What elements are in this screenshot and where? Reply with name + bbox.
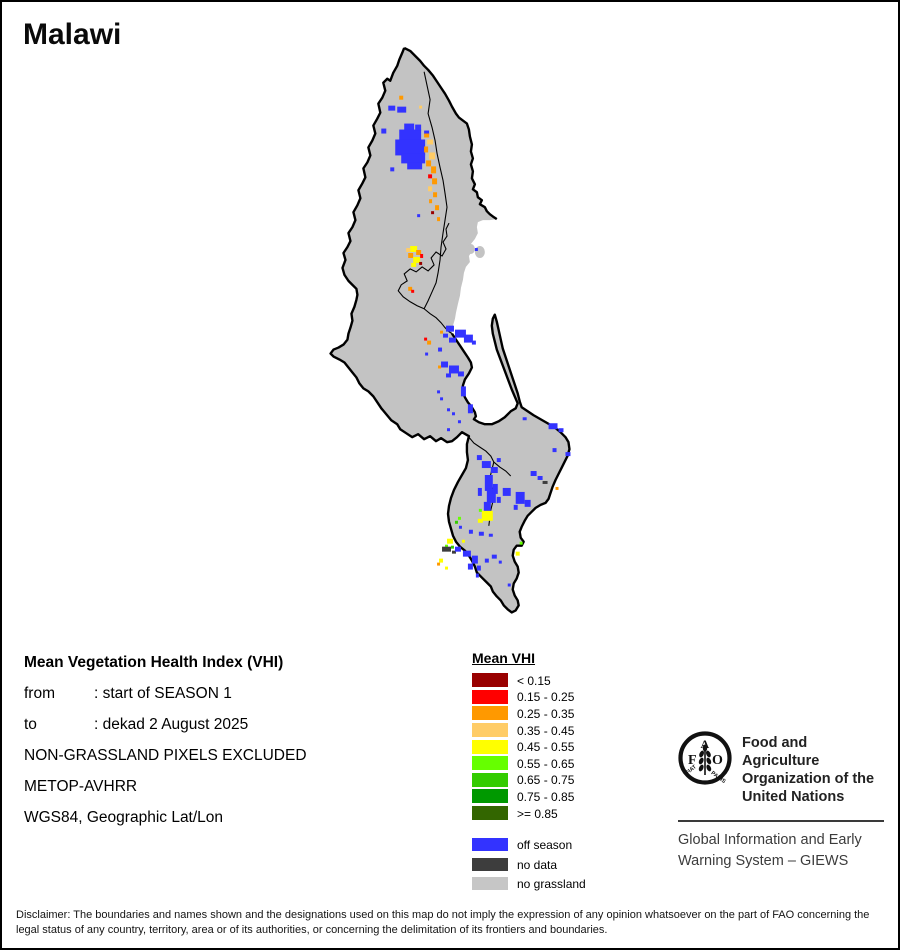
country-border-main [329,47,571,614]
info-value: : start of SEASON 1 [94,685,232,702]
legend-row: 0.65 - 0.75 [472,772,672,789]
map-pixel-patches [381,95,571,587]
page-title: Malawi [23,18,122,51]
legend-label: off season [517,838,573,853]
fao-header: F A O FIAT PANIS Food and Agriculture [678,731,886,806]
wheat-icon [698,744,712,775]
admin-boundary-north [423,71,448,309]
fao-org-line: Organization of the [742,771,875,787]
info-value: : dekad 2 August 2025 [94,716,249,733]
info-line-mask: NON-GRASSLAND PIXELS EXCLUDED [24,743,444,774]
legend-row: no grassland [472,874,672,893]
giews-line: Warning System – GIEWS [678,853,849,869]
info-line-to: to : dekad 2 August 2025 [24,712,444,743]
legend-swatch [472,706,508,721]
legend-swatch [472,689,508,704]
legend-swatch [472,877,508,891]
lake-island [466,244,475,254]
info-value: WGS84, Geographic Lat/Lon [24,809,224,826]
fao-logo-icon: F A O FIAT PANIS [678,731,732,785]
info-block: Mean Vegetation Health Index (VHI) from:… [24,650,444,836]
legend-row: 0.55 - 0.65 [472,755,672,772]
legend-swatch [472,756,508,771]
fao-divider [678,820,884,822]
legend-row: off season [472,835,672,854]
legend-swatch [472,723,508,738]
lake-island [474,246,485,258]
admin-boundary-south [468,436,495,526]
legend-row: 0.75 - 0.85 [472,788,672,805]
admin-boundary-south-branch [493,461,512,477]
legend-swatch [472,789,508,804]
fao-letter-a: A [701,737,710,751]
legend-swatch [472,673,508,688]
fao-block: F A O FIAT PANIS Food and Agriculture [678,731,886,872]
legend-title: Mean VHI [472,650,536,666]
fao-org-name: Food and Agriculture Organization of the… [742,731,886,806]
legend-row: 0.35 - 0.45 [472,722,672,739]
legend-label: 0.45 - 0.55 [517,740,575,755]
info-value: METOP-AVHRR [24,778,138,795]
legend-label: no data [517,857,558,872]
legend-label: 0.75 - 0.85 [517,789,575,804]
fao-letter-f: F [688,753,697,768]
legend-label: 0.15 - 0.25 [517,690,575,705]
legend-class-rows: < 0.15 0.15 - 0.25 0.25 - 0.35 0.35 - 0.45 0… [472,672,672,821]
admin-boundary-enclave [397,222,450,310]
legend-label: 0.25 - 0.35 [517,706,575,721]
info-label: to [24,716,37,733]
legend-swatch [472,739,508,754]
legend-swatch [472,857,508,871]
info-line-sensor: METOP-AVHRR [24,774,444,805]
legend-swatch [472,838,508,852]
legend-swatch [472,772,508,787]
legend-row: 0.25 - 0.35 [472,705,672,722]
vhi-legend: Mean VHI < 0.15 0.15 - 0.25 0.25 - 0.35 0.3… [472,650,672,893]
legend-row: no data [472,855,672,874]
legend-label: 0.65 - 0.75 [517,773,575,788]
info-value: NON-GRASSLAND PIXELS EXCLUDED [24,747,307,764]
fao-org-line: Food and Agriculture [742,735,820,769]
legend-label: < 0.15 [517,673,551,688]
legend-swatch [472,806,508,821]
fao-letter-o: O [712,753,723,768]
info-heading: Mean Vegetation Health Index (VHI) [24,654,284,671]
legend-label: >= 0.85 [517,806,558,821]
disclaimer-text: Disclaimer: The boundaries and names sho… [16,909,870,936]
country-border-northeast [403,46,498,221]
legend-row: 0.15 - 0.25 [472,689,672,706]
legend-label: no grassland [517,877,586,892]
giews-label: Global Information and Early Warning Sys… [678,830,886,872]
info-label: from [24,685,55,702]
legend-row: 0.45 - 0.55 [472,738,672,755]
info-line-from: from : start of SEASON 1 [24,681,444,712]
giews-line: Global Information and Early [678,832,862,848]
info-line-projection: WGS84, Geographic Lat/Lon [24,805,444,836]
legend-label: 0.55 - 0.65 [517,756,575,771]
fao-org-line: United Nations [742,789,845,805]
legend-extra-rows: off season no data no grassland [472,835,672,893]
legend-label: 0.35 - 0.45 [517,723,575,738]
legend-row: >= 0.85 [472,805,672,822]
legend-row: < 0.15 [472,672,672,689]
